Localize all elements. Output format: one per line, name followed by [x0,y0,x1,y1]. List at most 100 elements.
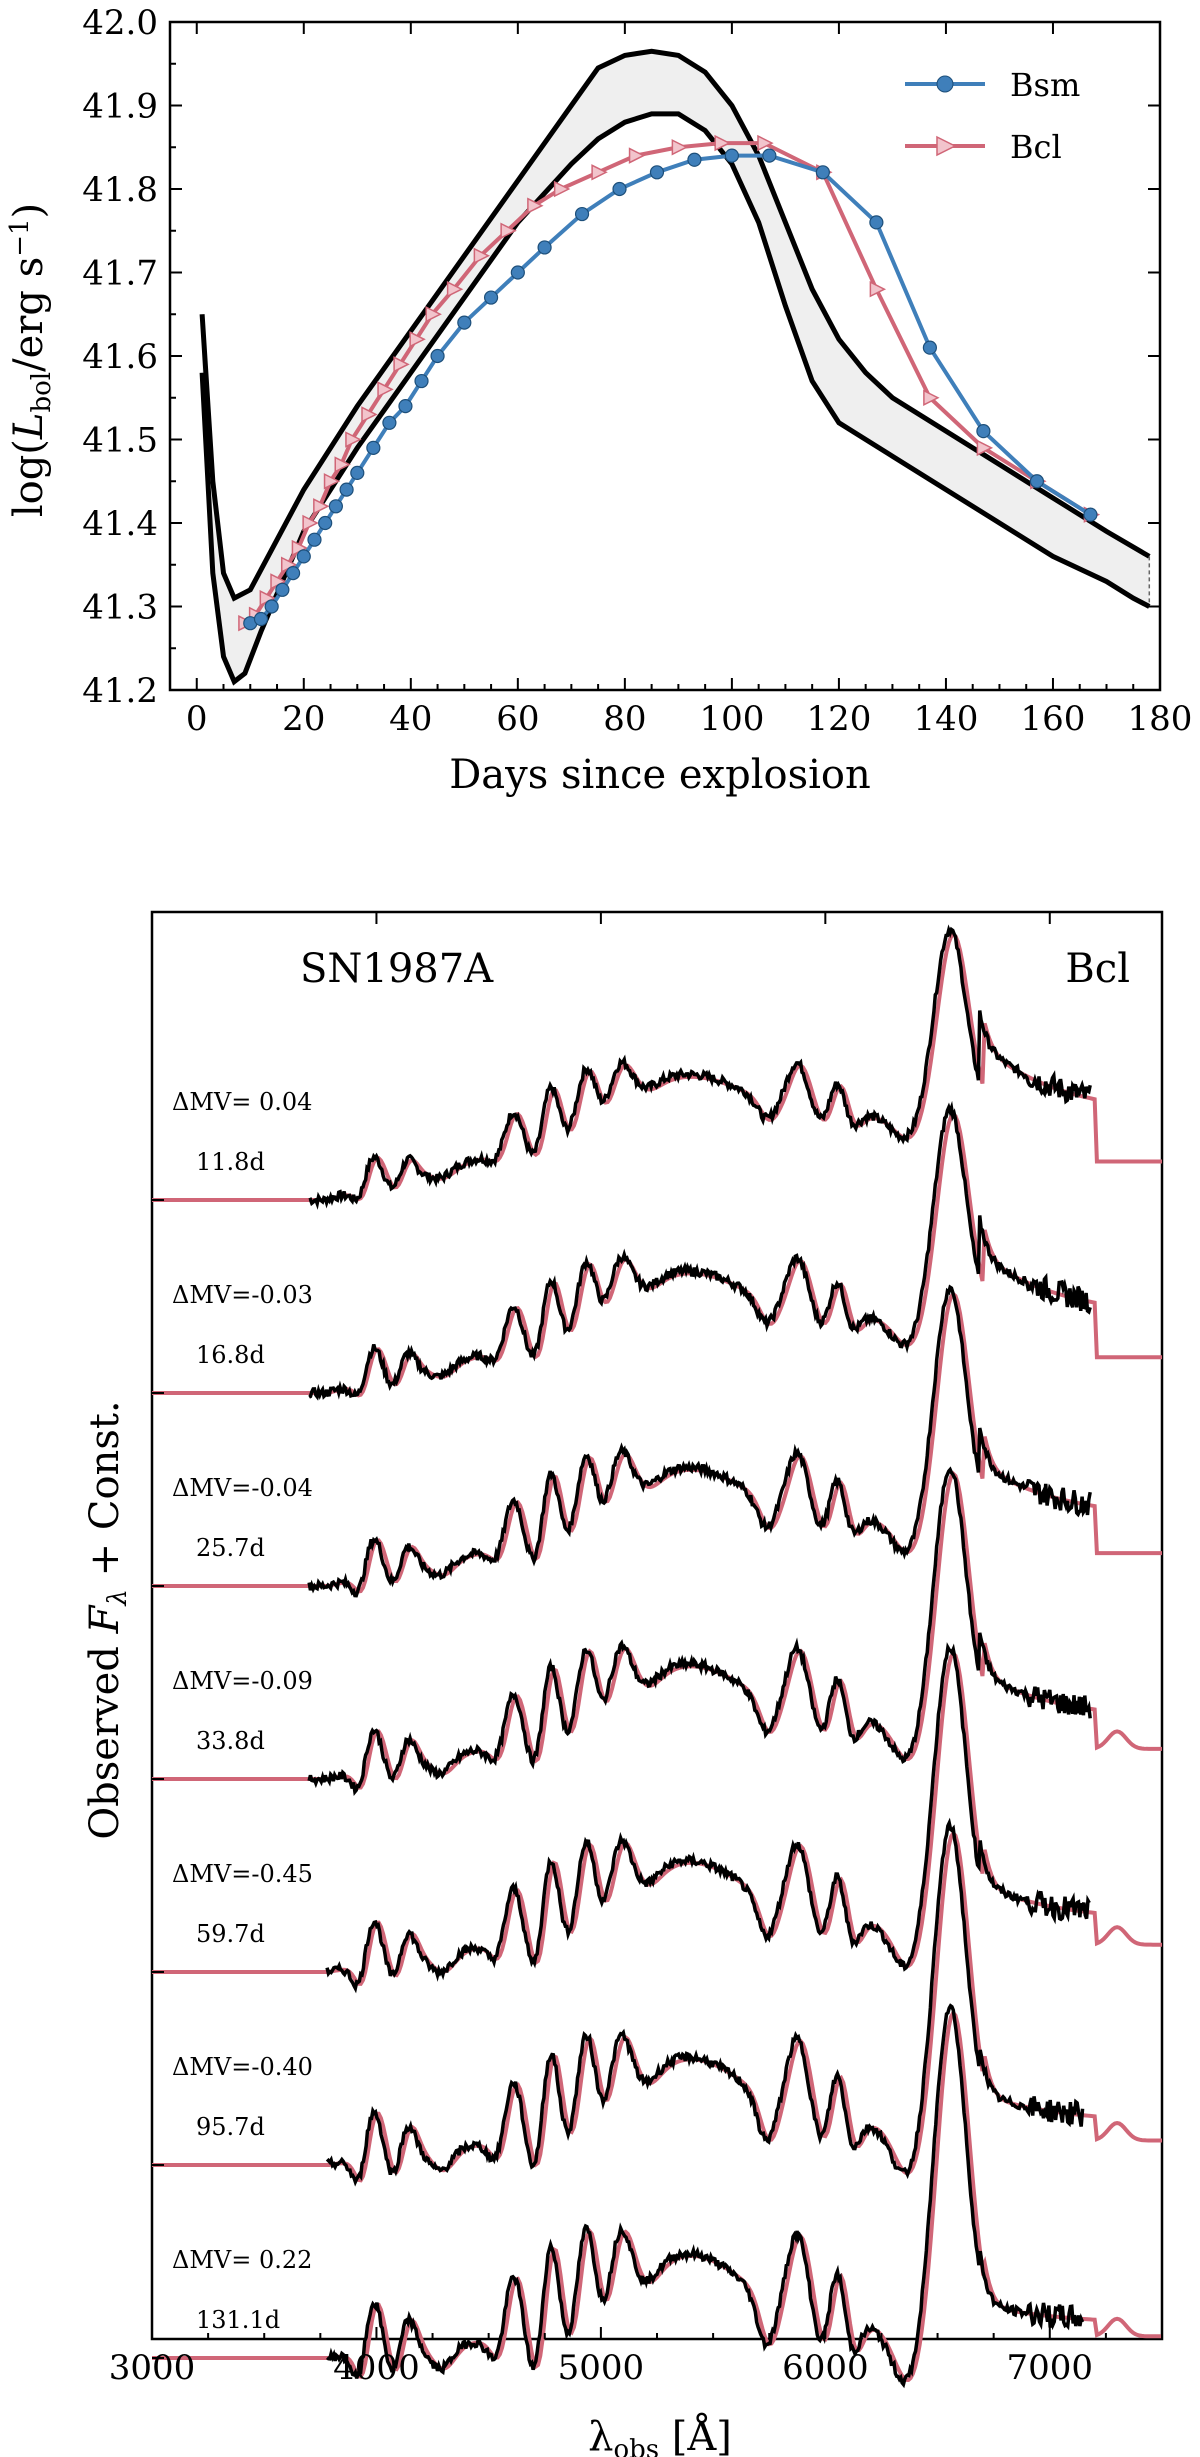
legend-bcl-label: Bcl [1010,128,1062,166]
bsm-point [574,206,590,222]
x-tick-label: 6000 [782,2348,869,2388]
x-tick-label: 100 [699,699,764,739]
y-axis-label: log(Lbol/erg s−1) [5,203,57,517]
bcl-point [714,134,731,152]
epoch-delta-mv-label: ΔMV=-0.04 [172,1474,313,1502]
bsm-point [510,265,525,280]
spectra-frame [150,910,1164,2341]
bsm-point [976,424,991,439]
bsm-point [307,532,322,547]
spectra-y-axis-label: Observed Fλ + Const. [82,1400,133,1839]
bsm-point [339,482,354,497]
observed-spectrum [325,1642,1091,1994]
x-tick-label: 80 [603,699,646,739]
bcl-point [334,456,351,473]
bsm-point [350,465,365,480]
y-tick-label: 41.5 [82,421,158,461]
bsm-point [285,565,301,581]
epoch-labels: ΔMV= 0.04 11.8d ΔMV=-0.03 16.8d ΔMV=-0.04 25.… [172,1088,313,2334]
observed-spectrum [308,924,1092,1210]
bcl-point [377,381,394,398]
bcl-point [628,147,646,164]
legend-bsm-marker [936,75,954,93]
bcl-point [302,514,319,532]
sn1987a-upper-line [199,48,1151,602]
bcl-point [671,139,689,156]
bsm-point [318,515,333,531]
plot-frame [168,20,1162,692]
bsm-point [398,399,413,414]
observed-spectrum [307,1284,1092,1598]
x-tick-label: 180 [1128,699,1193,739]
light-curve-chart: 0 20 40 60 80 100 120 140 160 180 41.2 41.3 41.4 41.5… [5,3,1192,798]
y-tick-label: 41.8 [82,170,158,210]
y-tick-label: 41.6 [82,337,158,377]
epoch-day-label: 16.8d [196,1341,265,1369]
bsm-point [612,181,627,197]
bcl-point [345,431,362,448]
spectra-axes: 3000 4000 5000 6000 7000 [109,912,1163,2388]
bsm-point [869,215,884,230]
bsm-point [366,440,381,455]
y-tick-label: 41.3 [82,588,158,628]
bcl-point [923,389,940,406]
object-label: SN1987A [300,946,494,992]
x-tick-label: 4000 [333,2348,420,2388]
model-label: Bcl [1065,946,1130,992]
bsm-point [687,152,702,167]
bsm-point [457,315,472,330]
bsm-point [762,148,777,163]
model-series [238,134,1101,632]
epoch-day-label: 95.7d [196,2113,265,2141]
epoch-delta-mv-label: ΔMV=-0.03 [172,1281,313,1309]
observed-spectrum [325,1817,1085,2187]
legend-bsm-label: Bsm [1010,66,1080,104]
bsm-point [414,373,429,389]
model-spectrum [152,1650,1163,1986]
sn1987a-band [199,48,1151,686]
spectra-x-axis-label: λobs [Å] [588,2413,732,2457]
x-tick-label: 140 [913,699,978,739]
epoch-delta-mv-label: ΔMV=-0.40 [172,2053,313,2081]
bcl-point [425,306,442,323]
bsm-point [649,165,665,180]
epoch-day-label: 25.7d [196,1534,265,1562]
y-tick-label: 41.9 [82,87,158,127]
axes: 0 20 40 60 80 100 120 140 160 180 41.2 41.3 41.4 41.5… [82,3,1192,739]
x-tick-label: 20 [282,699,325,739]
x-tick-label: 40 [389,699,432,739]
x-tick-label: 5000 [558,2348,645,2388]
bsm-point [537,240,552,255]
bcl-point [591,164,608,181]
bcl-point [500,222,517,239]
bcl-point [393,356,410,373]
x-tick-label: 60 [496,699,539,739]
bcl-point [473,247,491,265]
x-tick-label: 0 [186,699,208,739]
bsm-point [815,165,830,180]
bcl-point [409,331,426,348]
observed-spectrum [308,1100,1092,1401]
x-tick-label: 3000 [109,2348,196,2388]
sn1987a-band-fill [202,51,1150,682]
epoch-delta-mv-label: ΔMV= 0.22 [172,2246,312,2274]
epoch-day-label: 33.8d [196,1727,265,1755]
bsm-point [253,611,269,627]
x-tick-label: 7000 [1007,2348,1094,2388]
epoch-delta-mv-label: ΔMV= 0.04 [172,1088,312,1116]
bcl-point [361,406,378,423]
bcl-point [323,473,341,490]
spectra-chart: ΔMV= 0.04 11.8d ΔMV=-0.03 16.8d ΔMV=-0.04 25.… [82,910,1164,2457]
observed-spectrum [325,2003,1085,2389]
bcl-point [313,498,330,515]
legend: Bsm Bcl [905,66,1080,166]
bcl-point [527,197,544,214]
bsm-point [296,549,311,564]
bcl-point [976,439,994,457]
epoch-delta-mv-label: ΔMV=-0.09 [172,1667,313,1695]
epoch-day-label: 59.7d [196,1920,265,1948]
bsm-point [382,415,397,430]
y-tick-label: 42.0 [82,3,158,43]
observed-spectrum [307,1466,1092,1796]
bsm-point [430,348,445,364]
